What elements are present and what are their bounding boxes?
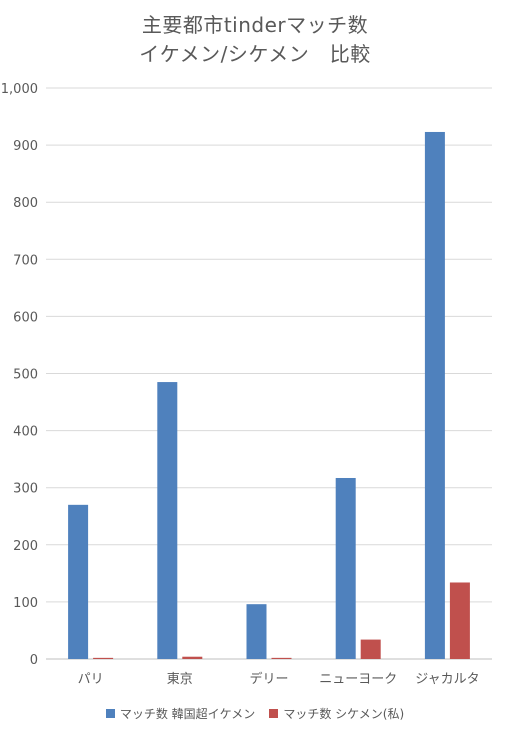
x-category-label: デリー <box>249 671 288 687</box>
y-tick-label: 0 <box>30 653 38 668</box>
legend-swatch-series-2 <box>269 709 279 718</box>
y-tick-label: 800 <box>13 196 38 211</box>
bar-series-1-5 <box>424 131 445 660</box>
legend-item-series-2: マッチ数 シケメン(私) <box>269 705 404 722</box>
bar-series-2-4 <box>360 639 381 659</box>
legend-swatch-series-1 <box>105 709 115 718</box>
bar-series-2-5 <box>449 582 470 659</box>
y-tick-label: 100 <box>13 596 38 611</box>
x-category-label: パリ <box>78 672 104 687</box>
bar-series-1-2 <box>157 382 178 659</box>
x-category-label: ニューヨーク <box>319 672 397 687</box>
bar-series-1-1 <box>68 504 89 659</box>
bar-series-2-3 <box>271 657 292 659</box>
legend-label-series-2: マッチ数 シケメン(私) <box>283 707 405 721</box>
y-tick-label: 600 <box>13 310 38 325</box>
y-tick-label: 500 <box>13 368 38 383</box>
y-tick-label: 900 <box>13 139 38 154</box>
x-category-label: ジャカルタ <box>415 672 479 687</box>
bar-series-1-3 <box>246 604 267 659</box>
x-category-label: 東京 <box>167 671 193 687</box>
chart-title-line-1: 主要都市tinderマッチ数 <box>141 13 369 37</box>
y-tick-label: 300 <box>13 482 38 497</box>
bar-series-2-2 <box>182 656 203 659</box>
plot-area: 0 100 200 300 400 500 600 700 800 900 1,000 パリ 東京 デリー… <box>1 82 492 687</box>
legend: マッチ数 韓国超イケメン マッチ数 シケメン(私) <box>0 705 510 722</box>
legend-label-series-1: マッチ数 韓国超イケメン <box>119 707 256 721</box>
chart-title-line-2: イケメン/シケメン 比較 <box>139 42 371 66</box>
bar-series-1-4 <box>335 477 356 659</box>
y-tick-label: 1,000 <box>1 82 38 97</box>
legend-item-series-1: マッチ数 韓国超イケメン <box>105 705 256 722</box>
bar-series-2-1 <box>93 657 114 659</box>
y-tick-label: 700 <box>13 253 38 268</box>
y-tick-label: 200 <box>13 539 38 554</box>
y-tick-label: 400 <box>13 425 38 440</box>
